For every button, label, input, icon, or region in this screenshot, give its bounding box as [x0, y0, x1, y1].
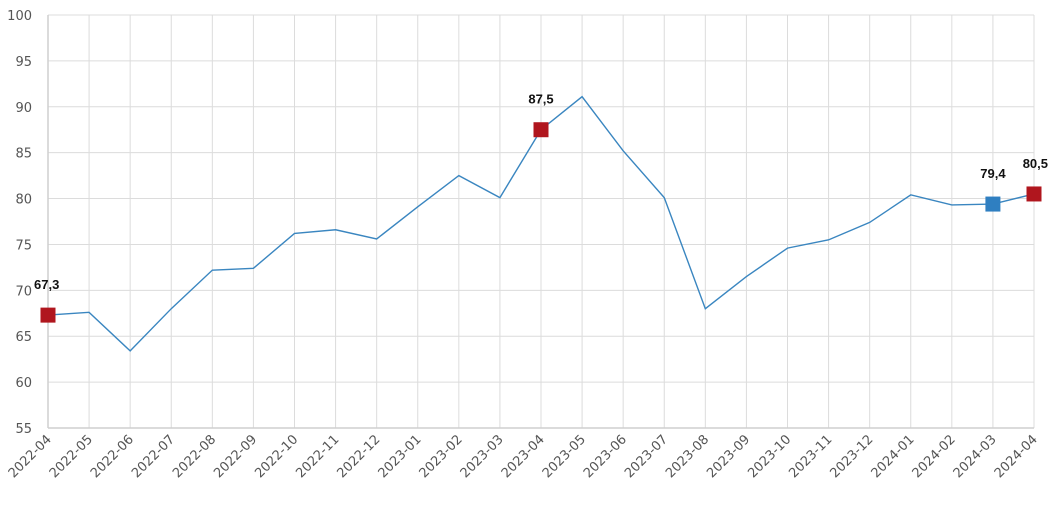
y-tick-label: 95 [15, 55, 32, 70]
y-tick-label: 80 [15, 193, 32, 208]
x-tick-label: 2023-10 [745, 432, 794, 481]
x-tick-label: 2022-11 [293, 432, 342, 481]
y-tick-label: 60 [15, 376, 32, 391]
x-tick-label: 2024-04 [992, 432, 1041, 481]
y-tick-label: 90 [15, 101, 32, 116]
x-tick-label: 2022-07 [129, 432, 178, 481]
x-tick-label: 2023-08 [663, 432, 712, 481]
x-tick-label: 2022-05 [47, 432, 96, 481]
x-tick-label: 2024-03 [951, 432, 1000, 481]
x-tick-label: 2023-04 [499, 432, 548, 481]
y-tick-label: 55 [15, 422, 32, 437]
x-tick-label: 2023-12 [827, 432, 876, 481]
highlight-marker[interactable] [1026, 186, 1042, 202]
x-tick-label: 2023-06 [581, 432, 630, 481]
x-tick-label: 2023-11 [786, 432, 835, 481]
x-tick-label: 2023-09 [704, 432, 753, 481]
x-tick-label: 2022-04 [6, 432, 55, 481]
data-label: 67,3 [34, 277, 59, 292]
marker-layer: 67,3 87,5 79,4 80,5 [34, 92, 1048, 323]
x-tick-label: 2023-01 [376, 432, 425, 481]
x-tick-label: 2022-08 [170, 432, 219, 481]
y-tick-label: 70 [15, 284, 32, 299]
axis-layer: 2022-042022-052022-062022-072022-082022-… [6, 9, 1041, 481]
x-tick-label: 2023-07 [622, 432, 671, 481]
y-tick-label: 85 [15, 147, 32, 162]
data-label: 80,5 [1023, 156, 1048, 171]
y-tick-label: 75 [15, 238, 32, 253]
x-tick-label: 2022-06 [88, 432, 137, 481]
x-tick-label: 2023-05 [540, 432, 589, 481]
y-tick-label: 100 [7, 9, 32, 24]
x-tick-label: 2023-02 [417, 432, 466, 481]
x-tick-label: 2023-03 [458, 432, 507, 481]
grid-layer [47, 14, 1035, 429]
highlight-marker[interactable] [533, 122, 549, 138]
x-tick-label: 2024-02 [910, 432, 959, 481]
highlight-marker[interactable] [40, 307, 56, 323]
data-label: 79,4 [980, 166, 1006, 181]
data-label: 87,5 [528, 92, 553, 107]
x-tick-label: 2022-09 [211, 432, 260, 481]
highlight-marker[interactable] [985, 196, 1001, 212]
x-tick-label: 2022-10 [252, 432, 301, 481]
x-tick-label: 2024-01 [869, 432, 918, 481]
y-tick-label: 65 [15, 330, 32, 345]
x-tick-label: 2022-12 [334, 432, 383, 481]
